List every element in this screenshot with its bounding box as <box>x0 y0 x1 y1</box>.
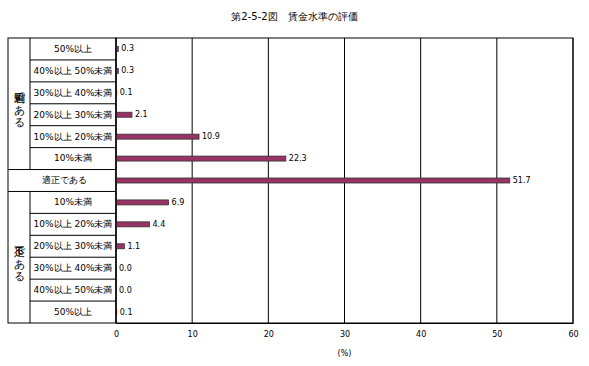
category-label: 50%以上 <box>54 44 92 54</box>
row-separator <box>30 125 116 126</box>
y-tick: 20%以上 30%未満 <box>34 110 116 120</box>
data-label: 22.3 <box>289 154 307 163</box>
category-label: 適正である <box>42 175 87 185</box>
x-tick: 20 <box>264 323 274 339</box>
bar <box>116 178 510 183</box>
data-label: 1.1 <box>127 242 140 251</box>
row-separator <box>30 103 116 104</box>
category-label: 10%未満 <box>54 197 92 207</box>
bar <box>116 244 124 249</box>
bar <box>116 222 150 227</box>
row-separator <box>30 279 116 280</box>
x-axis-line <box>117 323 574 324</box>
chart: 第2-5-2図 賃金水準の評価 0.3 0.3 0.1 2.1 10.9 22.3 51.7 6… <box>0 0 589 366</box>
category-label: 20%以上 30%未満 <box>34 241 113 251</box>
data-labels: 0.3 0.3 0.1 2.1 10.9 22.3 51.7 6.9 4.4 1.1 0.0 0.0 0… <box>119 44 531 316</box>
x-tick-label: 30 <box>340 330 350 339</box>
bar <box>116 134 199 139</box>
x-tick-label: 10 <box>188 330 198 339</box>
y-tick: 10%以上 20%未満 <box>34 219 116 229</box>
x-tick-label: 60 <box>568 330 578 339</box>
y-tick: 10%未満 <box>54 197 116 207</box>
group-separator <box>30 38 31 170</box>
y-tick: 30%以上 40%未満 <box>34 88 116 98</box>
row-separator <box>30 213 116 214</box>
x-tick: 50 <box>492 323 502 339</box>
data-label: 6.9 <box>172 198 185 207</box>
x-tick: 10 <box>188 323 198 339</box>
group-label: 不足である <box>13 238 26 282</box>
data-label: 0.3 <box>121 66 134 75</box>
x-tick-label: 50 <box>492 330 502 339</box>
table-frame <box>8 38 116 323</box>
category-label: 50%以上 <box>54 307 92 317</box>
x-tick: 60 <box>568 323 578 339</box>
x-tick: 40 <box>416 323 426 339</box>
x-tick: 30 <box>340 323 350 339</box>
y-tick: 50%以上 <box>54 44 116 54</box>
row-separator <box>30 81 116 82</box>
x-tick-label: 20 <box>264 330 274 339</box>
plot: 0.3 0.3 0.1 2.1 10.9 22.3 51.7 6.9 4.4 1.1 0.0 0.0 0… <box>34 38 579 339</box>
y-tick: 30%以上 40%未満 <box>34 263 116 273</box>
plot-frame <box>116 38 573 323</box>
row-separator <box>30 301 116 302</box>
category-label: 40%以上 50%未満 <box>34 66 113 76</box>
row-separator <box>30 147 116 148</box>
category-label: 10%未満 <box>54 153 92 163</box>
bar <box>116 112 132 117</box>
row-separator <box>30 235 116 236</box>
category-label: 30%以上 40%未満 <box>34 88 113 98</box>
y-tick: 10%未満 <box>54 153 116 163</box>
x-axis: 0 10 20 30 40 50 60 <box>114 323 579 339</box>
data-label: 0.0 <box>119 264 132 273</box>
data-label: 2.1 <box>135 110 148 119</box>
group-separator <box>30 191 31 323</box>
data-label: 4.4 <box>153 220 166 229</box>
grid <box>116 38 573 323</box>
data-label: 51.7 <box>513 176 531 185</box>
y-tick: 20%以上 30%未満 <box>34 241 116 251</box>
row-separator <box>8 191 116 192</box>
x-axis-title: (%) <box>338 349 352 358</box>
category-label: 10%以上 20%未満 <box>34 132 113 142</box>
category-label: 40%以上 50%未満 <box>34 285 113 295</box>
data-label: 0.1 <box>120 88 133 97</box>
data-label: 10.9 <box>202 132 220 141</box>
bars <box>116 46 510 314</box>
y-tick: 適正である <box>42 175 117 185</box>
y-tick: 50%以上 <box>54 307 116 317</box>
y-tick: 40%以上 50%未満 <box>34 285 116 295</box>
row-separator <box>30 59 116 60</box>
row-separator <box>30 257 116 258</box>
title: 第2-5-2図 賃金水準の評価 <box>231 11 357 22</box>
x-tick-label: 40 <box>416 330 426 339</box>
data-label: 0.1 <box>120 308 133 317</box>
y-tick: 10%以上 20%未満 <box>34 132 116 142</box>
y-tick: 40%以上 50%未満 <box>34 66 116 76</box>
category-label: 20%以上 30%未満 <box>34 110 113 120</box>
bar <box>116 156 286 161</box>
row-separator <box>8 169 116 170</box>
label-table: 過剰である不足である <box>8 38 116 323</box>
x-tick-label: 0 <box>114 330 119 339</box>
category-label: 10%以上 20%未満 <box>34 219 113 229</box>
group-label: 過剰である <box>13 84 26 128</box>
y-axis: 50%以上 40%以上 50%未満 30%以上 40%未満 20%以上 30%未満 10… <box>34 44 116 317</box>
data-label: 0.3 <box>121 44 134 53</box>
x-tick: 0 <box>114 323 119 339</box>
data-label: 0.0 <box>119 286 132 295</box>
category-label: 30%以上 40%未満 <box>34 263 113 273</box>
bar <box>116 200 169 205</box>
